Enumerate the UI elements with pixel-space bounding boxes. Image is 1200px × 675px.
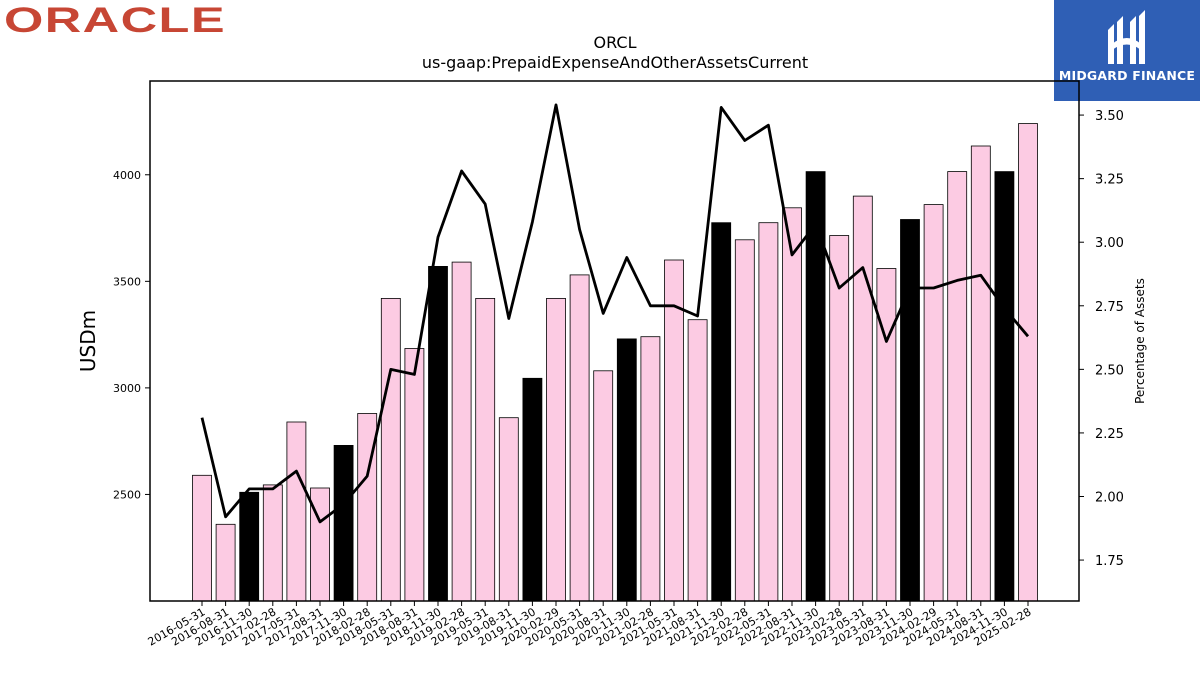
bar-2018-11-30 [428,265,448,602]
bar-2018-05-31 [380,297,401,602]
y-tick-label-right: 2.75 [1095,300,1124,315]
bar-2017-11-30 [333,444,354,602]
bar-2024-11-30 [994,171,1015,602]
bar-2021-11-30 [711,222,732,602]
y-axis-label-left: USDm [76,310,100,372]
bar-2020-05-31 [569,274,590,602]
line-series [200,103,1030,524]
bar-2017-05-31 [286,421,307,602]
bar-2018-08-31 [404,348,425,602]
bar-2024-08-31 [970,145,991,602]
bar-2016-11-30 [239,491,260,602]
y-tick-label-left: 3000 [113,382,141,395]
bar-2023-05-31 [852,195,873,602]
bar-2019-02-28 [451,261,472,602]
y-tick-label-left: 4000 [113,169,141,182]
bar-2021-08-31 [687,319,708,602]
y-tick-label-left: 2500 [113,488,141,501]
bar-2025-02-28 [1018,123,1038,602]
y-tick-label-right: 3.00 [1095,236,1124,251]
bar-2020-02-29 [546,297,566,602]
y-tick-label-right: 2.00 [1095,490,1124,505]
bar-2022-05-31 [758,222,779,602]
oracle-logo: ORACLE [4,2,226,36]
bar-2019-08-31 [498,417,519,602]
bar-2016-08-31 [215,523,236,602]
midgard-emblem-icon [1108,10,1145,64]
chart-title: ORCL [594,33,637,52]
bar-2021-05-31 [664,259,684,602]
y-axis-label-right: Percentage of Assets [1133,278,1147,404]
bar-2016-05-31 [192,474,212,602]
bar-2020-08-31 [593,370,614,602]
y-tick-label-right: 1.75 [1095,554,1124,569]
plot-frame [149,80,1080,602]
percentage-line [200,103,1030,524]
bar-2020-11-30 [616,338,637,602]
y-tick-label-right: 3.50 [1095,109,1124,124]
y-tick-label-right: 2.25 [1095,427,1124,442]
bar-2023-02-28 [829,235,850,602]
bar-2019-05-31 [475,297,496,602]
y-tick-label-right: 2.50 [1095,363,1124,378]
midgard-finance-name: MIDGARD FINANCE [1058,68,1196,83]
y-tick-label-left: 3500 [113,275,141,288]
bar-2022-08-31 [782,207,802,602]
bar-2023-11-30 [900,219,920,602]
bar-2017-02-28 [262,484,283,602]
bar-2022-11-30 [805,171,826,602]
bar-2024-02-29 [923,204,944,602]
bar-2021-02-28 [640,336,661,602]
oracle-logo-text: ORACLE [4,2,226,36]
bar-2024-05-31 [947,171,968,602]
bar-2022-02-28 [734,239,755,602]
bar-2019-11-30 [522,377,543,602]
chart-subtitle: us-gaap:PrepaidExpenseAndOtherAssetsCurr… [422,53,808,72]
y-tick-label-right: 3.25 [1095,173,1124,188]
bar-series [192,123,1038,602]
